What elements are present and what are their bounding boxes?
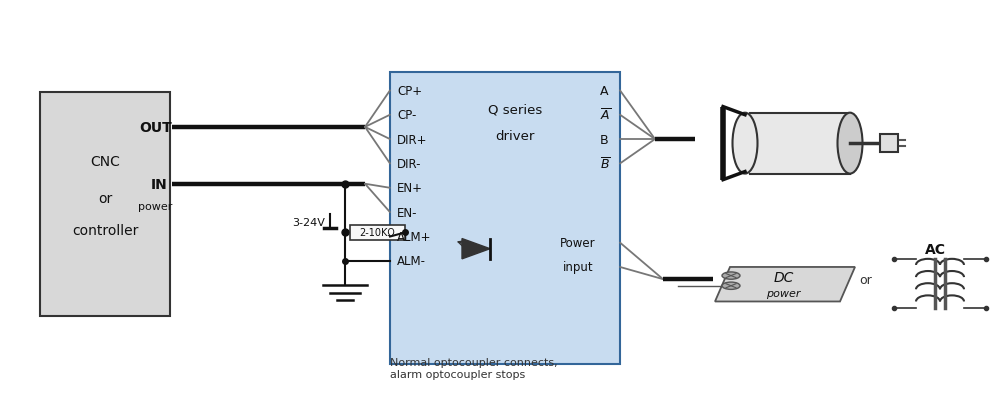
Ellipse shape <box>732 113 758 174</box>
Bar <box>40 93 170 316</box>
Text: DIR-: DIR- <box>397 158 422 171</box>
Ellipse shape <box>838 113 863 174</box>
Bar <box>350 225 405 241</box>
Text: input: input <box>563 261 593 274</box>
Text: or: or <box>98 192 112 205</box>
Text: EN+: EN+ <box>397 182 423 195</box>
Circle shape <box>722 272 740 279</box>
Bar <box>390 73 620 364</box>
Text: controller: controller <box>72 224 138 238</box>
Circle shape <box>722 282 740 290</box>
Text: $\overline{B}$: $\overline{B}$ <box>600 156 611 172</box>
Text: power: power <box>138 202 172 211</box>
Text: AC: AC <box>924 242 946 256</box>
Text: driver: driver <box>495 129 535 142</box>
Text: 3-24V: 3-24V <box>292 218 325 228</box>
Text: OUT: OUT <box>139 121 172 134</box>
Text: or: or <box>860 273 872 286</box>
Text: ALM-: ALM- <box>397 255 426 268</box>
Text: Normal optocoupler connects,
alarm optocoupler stops: Normal optocoupler connects, alarm optoc… <box>390 357 558 379</box>
Text: power: power <box>767 288 801 298</box>
Text: DC: DC <box>774 270 794 284</box>
Text: 2-10KΩ: 2-10KΩ <box>360 228 395 238</box>
Text: Power: Power <box>560 237 596 249</box>
Polygon shape <box>462 239 490 259</box>
Text: $\overline{A}$: $\overline{A}$ <box>600 108 611 123</box>
Text: A: A <box>600 85 608 98</box>
Polygon shape <box>715 267 855 302</box>
Text: CNC: CNC <box>90 155 120 169</box>
Text: B: B <box>600 133 609 146</box>
Bar <box>880 135 898 153</box>
Bar <box>750 113 850 174</box>
Text: IN: IN <box>151 177 168 191</box>
Text: EN-: EN- <box>397 206 418 219</box>
Text: CP+: CP+ <box>397 85 422 98</box>
Text: ALM+: ALM+ <box>397 230 432 243</box>
Text: DIR+: DIR+ <box>397 133 428 146</box>
Text: Q series: Q series <box>488 103 542 116</box>
Text: CP-: CP- <box>397 109 416 122</box>
